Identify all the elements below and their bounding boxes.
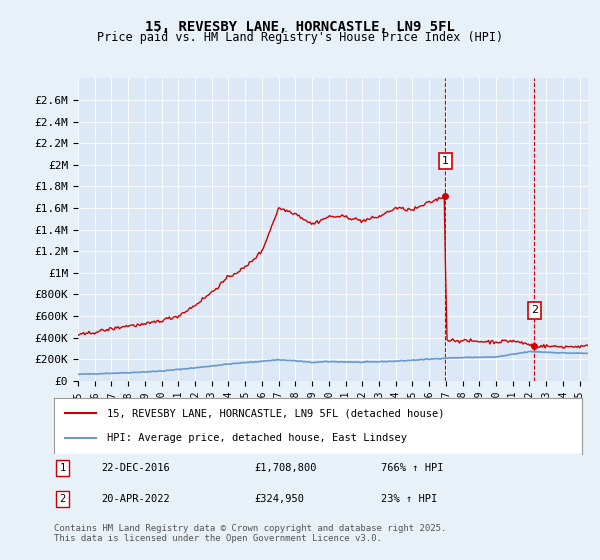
Text: HPI: Average price, detached house, East Lindsey: HPI: Average price, detached house, East… (107, 433, 407, 443)
Text: 1: 1 (442, 156, 449, 166)
Text: £1,708,800: £1,708,800 (254, 463, 317, 473)
Text: 15, REVESBY LANE, HORNCASTLE, LN9 5FL: 15, REVESBY LANE, HORNCASTLE, LN9 5FL (145, 20, 455, 34)
Text: 1: 1 (59, 463, 65, 473)
Text: 20-APR-2022: 20-APR-2022 (101, 494, 170, 503)
Text: £324,950: £324,950 (254, 494, 305, 503)
Text: 15, REVESBY LANE, HORNCASTLE, LN9 5FL (detached house): 15, REVESBY LANE, HORNCASTLE, LN9 5FL (d… (107, 408, 444, 418)
Text: Price paid vs. HM Land Registry's House Price Index (HPI): Price paid vs. HM Land Registry's House … (97, 31, 503, 44)
Text: 2: 2 (59, 494, 65, 503)
Text: 766% ↑ HPI: 766% ↑ HPI (382, 463, 444, 473)
Text: 23% ↑ HPI: 23% ↑ HPI (382, 494, 437, 503)
Text: 22-DEC-2016: 22-DEC-2016 (101, 463, 170, 473)
Text: Contains HM Land Registry data © Crown copyright and database right 2025.
This d: Contains HM Land Registry data © Crown c… (54, 524, 446, 543)
Text: 2: 2 (531, 305, 538, 315)
